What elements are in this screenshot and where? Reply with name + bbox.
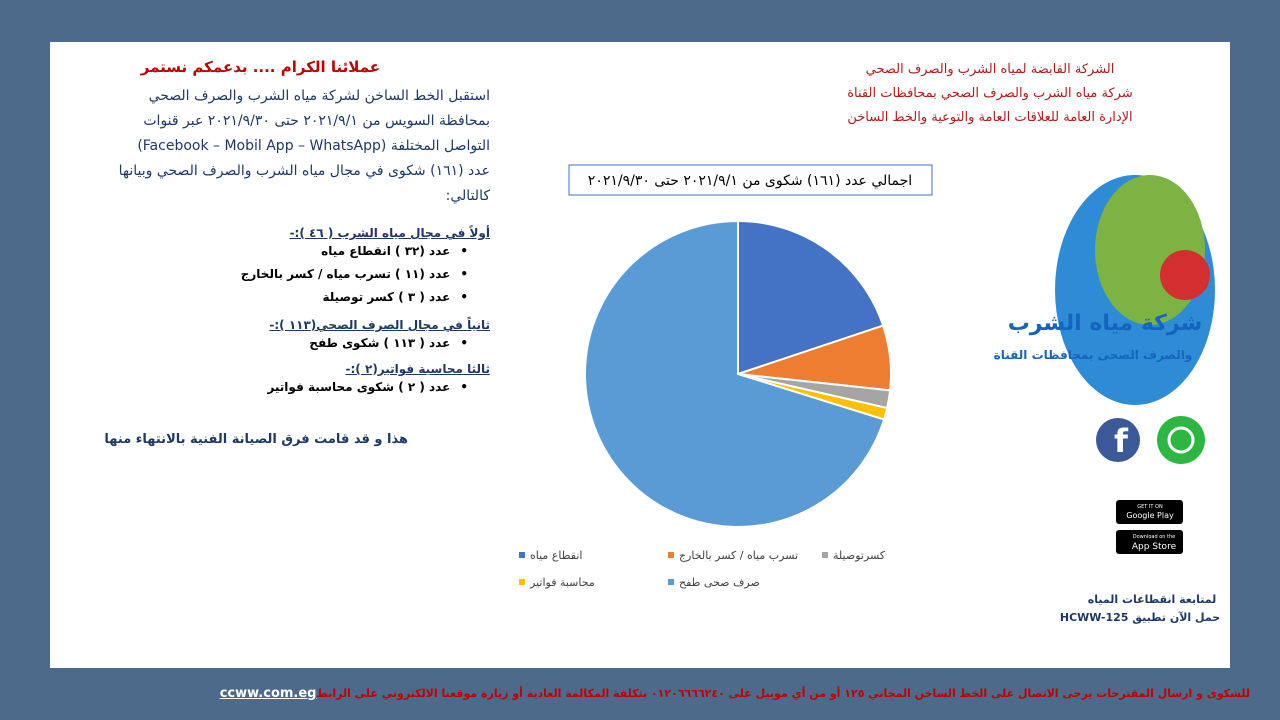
pie-slice xyxy=(584,219,886,528)
legend-swatch xyxy=(668,552,674,558)
section: ثالثا محاسبة فواتير(٢ ):- عدد ( ٢ ) شكوى… xyxy=(267,362,490,399)
intro-line: عدد (١٦١) شكوى في مجال مياه الشرب والصرف… xyxy=(118,163,490,179)
intro-line: التواصل المختلفة (Facebook – Mobil App –… xyxy=(137,138,490,154)
intro-line: بمحافظة السويس من ٢٠٢١/٩/١ حتى ٢٠٢١/٩/٣٠… xyxy=(143,113,490,129)
app-line: حمل الآن تطبيق HCWW-125 xyxy=(1060,611,1220,624)
logo-name: شركة مياه الشرب xyxy=(1008,311,1203,336)
whatsapp-icon[interactable] xyxy=(1157,416,1205,464)
closing: هذا و قد قامت فرق الصيانة الفنية بالانته… xyxy=(104,432,408,447)
logo: شركة مياه الشرب والصرف الصحى بمحافظات ال… xyxy=(994,175,1215,405)
google-play-badge[interactable]: GET IT ON Google Play xyxy=(1116,500,1183,524)
header-line: شركة مياه الشرب والصرف الصحي بمحافظات ال… xyxy=(847,86,1133,101)
legend-label: صرف صحى طفح xyxy=(679,576,760,589)
legend-label: محاسبة فواتير xyxy=(529,576,595,589)
footer-text: للشكوى و ارسال المقترحات يرجى الاتصال عل… xyxy=(316,687,1251,700)
section-heading: ثالثا محاسبة فواتير(٢ ):- xyxy=(345,362,490,376)
item: عدد ( ١١٣ ) شكوى طفح xyxy=(269,332,468,355)
legend-swatch xyxy=(519,579,525,585)
item: عدد (٣٢ ) انقطاع مياه xyxy=(241,240,468,263)
svg-text:f: f xyxy=(1114,422,1129,460)
intro-line: استقبل الخط الساخن لشركة مياه الشرب والص… xyxy=(148,88,490,104)
badge-small: GET IT ON xyxy=(1137,504,1163,510)
intro-title: عملائنا الكرام .... بدعمكم نستمر xyxy=(140,58,380,76)
logo-subtitle: والصرف الصحى بمحافظات القناة xyxy=(994,348,1193,363)
badge-small: Download on the xyxy=(1133,534,1175,540)
section-heading: أولاً في مجال مياه الشرب ( ٤٦ ):- xyxy=(289,226,490,240)
section: أولاً في مجال مياه الشرب ( ٤٦ ):- عدد (٣… xyxy=(241,226,490,309)
intro-line: كالتالي: xyxy=(445,188,490,204)
footer-link[interactable]: ccww.com.eg xyxy=(219,686,317,701)
legend-swatch xyxy=(519,552,525,558)
legend-label: كسرتوصيلة xyxy=(833,549,886,562)
badge-big: Google Play xyxy=(1126,511,1174,520)
section-heading: ثانياً في مجال الصرف الصحي(١١٣ ):- xyxy=(269,318,490,332)
facebook-icon[interactable]: f xyxy=(1096,418,1140,462)
chart-title: اجمالي عدد (١٦١) شكوى من ٢٠٢١/٩/١ حتى ٢٠… xyxy=(588,173,912,189)
section: ثانياً في مجال الصرف الصحي(١١٣ ):- عدد (… xyxy=(269,318,490,355)
app-store-badge[interactable]: Download on the App Store xyxy=(1116,530,1183,554)
legend-swatch xyxy=(668,579,674,585)
footer: للشكوى و ارسال المقترحات يرجى الاتصال عل… xyxy=(220,686,1250,701)
header-line: الشركة القابضة لمياه الشرب والصرف الصحي xyxy=(865,62,1115,77)
header-line: الإدارة العامة للعلاقات العامة والتوعية … xyxy=(847,110,1133,125)
item: عدد ( ٢ ) شكوى محاسبة فواتير xyxy=(267,376,468,399)
legend-swatch xyxy=(822,552,828,558)
legend-label: تسرب مياه / كسر بالخارج xyxy=(679,549,798,562)
chart-title-box xyxy=(568,164,933,196)
badge-big: App Store xyxy=(1132,542,1177,552)
item: عدد ( ٣ ) كسر توصيلة xyxy=(241,286,468,309)
app-line: لمتابعة انقطاعات المياه xyxy=(1088,593,1217,606)
pie-slice xyxy=(737,219,885,376)
item: عدد (١١ ) تسرب مياه / كسر بالخارج xyxy=(241,263,468,286)
legend-label: انقطاع مياه xyxy=(530,549,582,562)
